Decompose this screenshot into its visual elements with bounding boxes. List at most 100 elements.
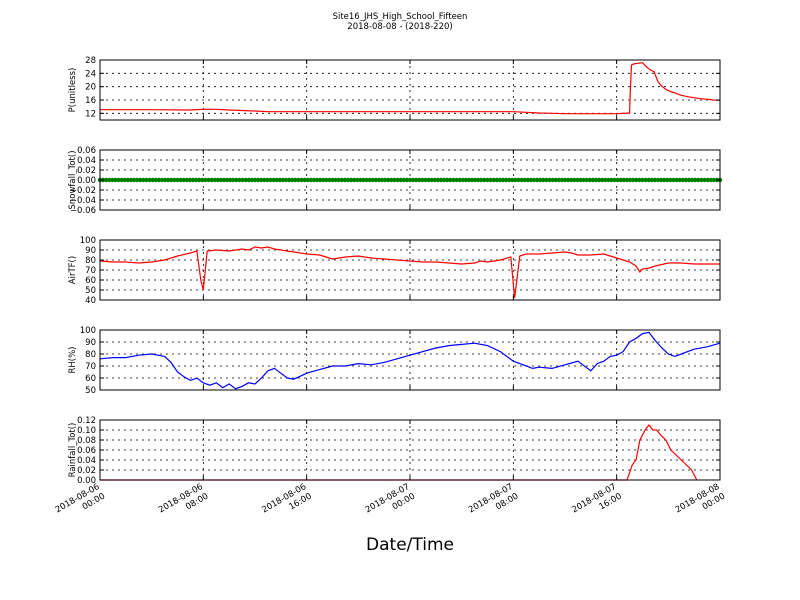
data-point — [299, 177, 304, 183]
data-point — [373, 177, 379, 183]
series-line-5 — [100, 424, 698, 481]
y-axis-label: Rainfall_Tot() — [68, 423, 78, 478]
data-point — [668, 177, 673, 183]
data-point — [255, 177, 261, 183]
y-tick-label: 70 — [85, 266, 96, 276]
data-point — [271, 177, 276, 183]
data-point — [516, 177, 521, 183]
y-tick-label: 0.02 — [77, 166, 96, 176]
data-point — [634, 177, 639, 183]
data-point — [228, 177, 233, 183]
data-point — [531, 177, 537, 183]
data-point — [243, 177, 248, 183]
data-point — [572, 177, 577, 183]
data-point — [265, 177, 270, 183]
data-point — [559, 177, 565, 183]
y-tick-label: 60 — [85, 276, 96, 286]
data-point — [454, 177, 459, 183]
data-point — [699, 177, 704, 183]
data-point — [426, 177, 431, 183]
data-point — [172, 177, 177, 183]
data-point — [469, 177, 475, 183]
data-point — [600, 177, 605, 183]
data-point — [677, 177, 682, 183]
data-point — [683, 177, 689, 183]
figure-title-line1: Site16_JHS_High_School_Fifteen — [333, 12, 468, 22]
data-point — [593, 177, 599, 183]
data-point — [156, 177, 162, 183]
data-point — [708, 177, 713, 183]
data-point — [190, 177, 196, 183]
data-point — [463, 177, 468, 183]
data-point — [618, 177, 623, 183]
data-point — [640, 177, 645, 183]
x-axis-label: Date/Time — [366, 535, 454, 555]
data-point — [215, 177, 220, 183]
data-point — [296, 177, 301, 183]
data-point — [187, 177, 193, 183]
data-point — [401, 177, 406, 183]
y-tick-label: 40 — [85, 296, 96, 306]
data-point — [624, 177, 630, 183]
data-point — [379, 177, 385, 183]
data-point — [569, 177, 574, 183]
data-point — [612, 177, 617, 183]
y-axis-label: Snowfall_Tot() — [68, 150, 78, 209]
data-point — [587, 177, 592, 183]
data-point — [655, 177, 661, 183]
data-point — [125, 177, 131, 183]
subplot-5: 0.000.020.040.060.080.100.12Rainfall_Tot… — [68, 416, 721, 486]
data-point — [333, 177, 338, 183]
data-point — [637, 177, 642, 183]
y-tick-label: 0.06 — [77, 146, 96, 156]
series-line-4 — [99, 331, 721, 390]
data-point — [510, 177, 515, 183]
data-point — [203, 177, 208, 183]
data-point — [643, 177, 648, 183]
data-point — [485, 177, 490, 183]
data-point — [237, 177, 242, 183]
data-point — [423, 177, 428, 183]
data-point — [544, 177, 549, 183]
data-point — [302, 177, 307, 183]
y-tick-label: 0.02 — [77, 466, 96, 476]
data-point — [224, 177, 230, 183]
data-point — [150, 177, 155, 183]
y-tick-label: 16 — [85, 96, 96, 106]
data-point — [181, 177, 186, 183]
y-axis-label: P(unitless) — [68, 68, 78, 113]
data-point — [314, 177, 320, 183]
data-point — [711, 177, 716, 183]
y-tick-label: 0.04 — [77, 156, 96, 166]
y-tick-label: 12 — [85, 109, 96, 119]
data-point — [159, 177, 165, 183]
data-point — [609, 177, 614, 183]
data-point — [488, 177, 493, 183]
data-point — [367, 177, 372, 183]
data-point — [705, 177, 710, 183]
subplot-2: −0.06−0.04−0.020.000.020.040.06Snowfall_… — [68, 146, 723, 216]
data-point — [528, 177, 534, 183]
y-tick-label: 0.04 — [77, 456, 96, 466]
data-point — [234, 177, 239, 183]
data-point — [662, 177, 667, 183]
data-point — [513, 177, 518, 183]
y-tick-label: 24 — [85, 69, 96, 79]
data-point — [370, 177, 375, 183]
data-point — [476, 177, 481, 183]
data-point — [348, 177, 354, 183]
data-point — [252, 177, 258, 183]
data-point — [435, 177, 441, 183]
data-point — [686, 177, 692, 183]
data-point — [460, 177, 465, 183]
data-point — [162, 177, 168, 183]
data-point — [407, 177, 413, 183]
data-point — [646, 177, 651, 183]
data-point — [398, 177, 403, 183]
